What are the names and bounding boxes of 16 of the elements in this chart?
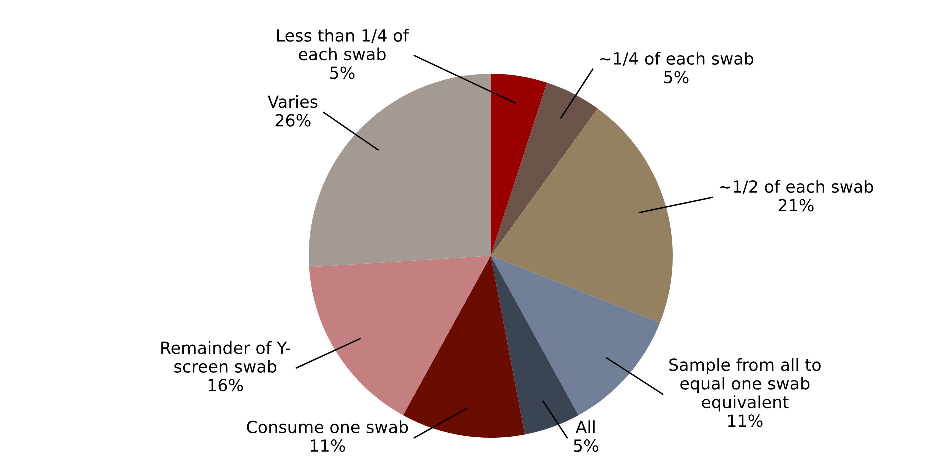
slice-label: Consume one swab	[247, 420, 408, 434]
slice-label: Less than 1/4 of each swab	[277, 29, 410, 61]
slice-label: ~1/2 of each swab	[720, 180, 874, 194]
slice-label: Remainder of Y- screen swab	[162, 341, 290, 373]
data-label: 26%	[276, 114, 311, 127]
slice-label: Sample from all to equal one swab equivalent	[670, 358, 821, 412]
slice-label: ~1/4 of each swab	[600, 52, 754, 66]
slice-label: Varies	[268, 95, 318, 108]
data-label: 21%	[778, 199, 814, 212]
data-label: 5%	[574, 440, 598, 452]
data-label: 5%	[330, 66, 355, 80]
data-label: 5%	[664, 71, 689, 84]
slice-label: All	[576, 420, 595, 434]
data-label: 11%	[310, 440, 346, 452]
data-label: 11%	[728, 414, 763, 428]
data-label: 16%	[208, 379, 244, 392]
